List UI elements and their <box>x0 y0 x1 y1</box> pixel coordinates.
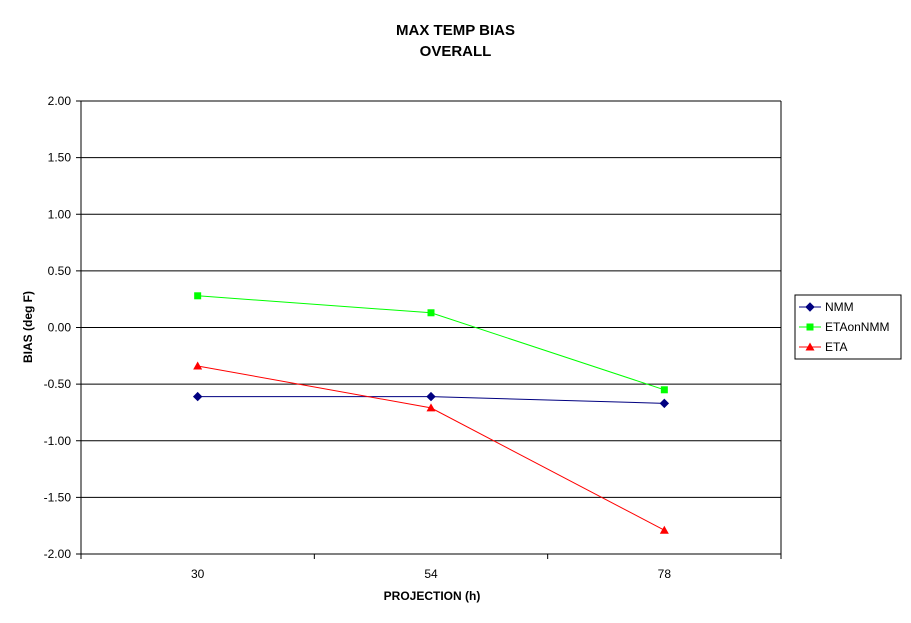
legend-swatch-marker <box>805 302 815 312</box>
chart-title: MAX TEMP BIAS <box>396 22 515 39</box>
y-tick-label: 0.50 <box>48 264 72 278</box>
legend-item-etaonnmm: ETAonNMM <box>799 320 889 334</box>
y-tick-label: -1.00 <box>44 434 72 448</box>
y-tick-labels: 2.00 1.50 1.00 0.50 0.00 -0.50 -1.00 -1.50 -2.00 <box>44 94 72 561</box>
x-tick-label: 30 <box>191 567 205 581</box>
data-point-etaonnmm <box>660 386 668 394</box>
chart-subtitle: OVERALL <box>419 43 492 60</box>
legend: NMM ETAonNMM ETA <box>794 294 902 360</box>
series-line-eta <box>197 365 665 531</box>
data-point-eta <box>193 361 203 370</box>
y-tick-label: 0.00 <box>48 321 72 335</box>
data-point-nmm <box>659 398 670 409</box>
y-tick-label: 1.00 <box>48 207 72 221</box>
x-tick-label: 54 <box>424 567 438 581</box>
y-tick-label: 2.00 <box>48 94 72 108</box>
x-axis-label: PROJECTION (h) <box>384 589 481 603</box>
y-tick-label: -2.00 <box>44 547 72 561</box>
legend-label: ETAonNMM <box>825 320 889 334</box>
legend-item-eta: ETA <box>799 340 847 354</box>
data-point-etaonnmm <box>194 292 202 300</box>
data-point-nmm <box>192 391 203 402</box>
legend-label: NMM <box>825 300 854 314</box>
x-tick-labels: 30 54 78 <box>191 567 671 581</box>
y-tick-label: 1.50 <box>48 151 72 165</box>
x-tick-label: 78 <box>658 567 672 581</box>
data-point-eta <box>426 403 436 412</box>
legend-swatch-marker <box>805 342 815 351</box>
y-tick-label: -0.50 <box>44 377 72 391</box>
y-tick-label: -1.50 <box>44 490 72 504</box>
legend-item-nmm: NMM <box>799 300 854 314</box>
data-point-nmm <box>426 391 436 402</box>
y-axis-label: BIAS (deg F) <box>21 291 35 363</box>
grid <box>81 100 781 555</box>
axes <box>76 100 782 559</box>
series-group <box>192 292 670 534</box>
legend-label: ETA <box>825 340 847 354</box>
series-eta <box>193 361 669 534</box>
legend-swatch-marker <box>806 323 814 331</box>
series-etaonnmm <box>194 292 668 394</box>
series-nmm <box>192 391 670 409</box>
data-point-etaonnmm <box>427 309 435 317</box>
data-point-eta <box>659 525 669 534</box>
